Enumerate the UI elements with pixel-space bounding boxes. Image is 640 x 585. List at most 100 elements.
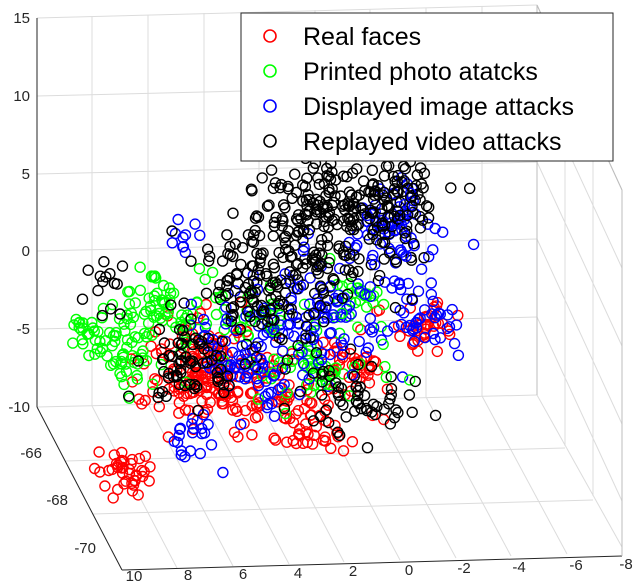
data-point — [430, 317, 442, 329]
data-point — [215, 389, 227, 401]
x-tick-label: 2 — [349, 563, 357, 580]
y-tick-label: -70 — [74, 540, 96, 557]
data-point — [352, 321, 364, 333]
data-point — [357, 175, 370, 187]
data-point — [375, 208, 387, 220]
data-point — [211, 366, 224, 379]
data-point — [179, 246, 192, 259]
data-point — [308, 307, 320, 320]
data-point — [445, 182, 457, 194]
data-point — [283, 245, 295, 257]
data-point — [367, 228, 379, 241]
grid-line — [36, 161, 538, 175]
data-point — [323, 256, 335, 269]
data-point — [255, 248, 267, 261]
data-point — [319, 435, 332, 447]
data-point — [343, 213, 356, 225]
data-point — [163, 282, 176, 294]
data-point — [268, 410, 281, 422]
data-point — [239, 373, 251, 385]
data-point — [446, 303, 458, 316]
data-point — [292, 339, 304, 352]
data-point — [392, 169, 404, 182]
data-point — [317, 336, 329, 348]
data-point — [321, 294, 334, 306]
data-point — [276, 382, 288, 394]
data-point — [134, 284, 147, 296]
data-point — [303, 309, 315, 321]
data-point — [146, 271, 158, 283]
data-point — [279, 407, 292, 420]
data-point — [258, 305, 270, 317]
grid-line — [536, 161, 623, 347]
data-point — [414, 312, 426, 324]
data-point — [337, 399, 349, 411]
data-point — [292, 214, 304, 227]
data-point — [163, 294, 176, 306]
data-point — [415, 178, 428, 190]
data-point — [308, 321, 320, 333]
data-point — [196, 373, 209, 386]
data-point — [116, 260, 129, 272]
data-point — [303, 373, 315, 385]
data-point — [266, 397, 278, 410]
data-point — [324, 348, 336, 361]
data-point — [260, 375, 272, 387]
data-point — [132, 355, 145, 367]
z-tick-label: 15 — [13, 10, 30, 27]
data-point — [163, 367, 175, 380]
data-point — [194, 229, 206, 242]
data-point — [352, 358, 364, 371]
data-point — [316, 368, 328, 380]
x-tick-label: 8 — [184, 567, 192, 584]
x-tick-labels: 10 8 6 4 2 0 -2 -4 -6 -8 — [126, 556, 633, 585]
data-point — [147, 378, 159, 390]
data-point — [300, 209, 313, 221]
data-point — [246, 429, 258, 441]
data-point — [151, 287, 163, 299]
data-point — [136, 470, 149, 483]
data-point — [394, 209, 406, 222]
data-point — [222, 274, 234, 287]
data-point — [199, 406, 211, 419]
data-point — [406, 324, 419, 336]
data-point — [174, 348, 187, 361]
data-point — [323, 370, 336, 382]
data-point — [316, 376, 328, 388]
data-point — [310, 421, 322, 433]
data-point — [185, 255, 197, 267]
data-point — [220, 318, 232, 330]
data-point — [372, 275, 385, 287]
data-point — [279, 202, 291, 214]
data-point — [399, 232, 411, 245]
data-point — [302, 189, 314, 201]
data-point — [267, 370, 280, 382]
data-point — [398, 198, 411, 211]
data-point — [184, 378, 196, 391]
data-point — [300, 426, 312, 438]
data-point — [412, 345, 424, 357]
data-point — [239, 358, 252, 370]
grid-line — [536, 238, 623, 425]
data-point — [265, 164, 278, 176]
data-point — [324, 173, 337, 186]
data-point — [123, 285, 136, 298]
data-point — [153, 387, 165, 399]
data-point — [385, 371, 397, 383]
data-point — [225, 359, 237, 371]
data-point — [246, 235, 258, 248]
data-point — [390, 256, 403, 268]
data-point — [158, 337, 171, 349]
data-point — [347, 266, 359, 279]
data-point — [326, 214, 338, 227]
data-point — [341, 170, 353, 183]
data-point — [352, 389, 364, 402]
data-point — [139, 450, 152, 462]
data-point — [226, 346, 239, 359]
data-point — [193, 338, 206, 350]
x-tick-label: 10 — [126, 568, 143, 585]
data-point — [139, 394, 151, 407]
data-point — [186, 427, 199, 439]
data-point — [327, 273, 339, 285]
data-point — [314, 299, 326, 312]
